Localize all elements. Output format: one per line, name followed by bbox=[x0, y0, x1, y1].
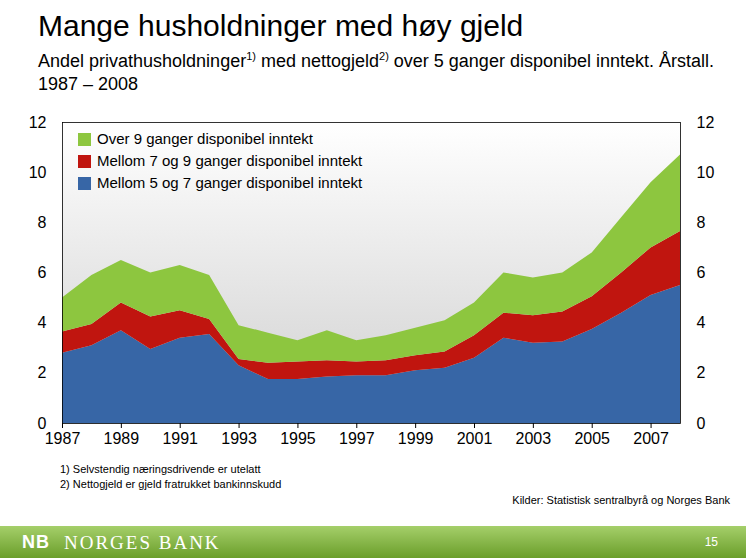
svg-text:1995: 1995 bbox=[280, 430, 316, 447]
svg-text:2001: 2001 bbox=[457, 430, 493, 447]
svg-text:1999: 1999 bbox=[398, 430, 434, 447]
svg-text:8: 8 bbox=[38, 214, 47, 231]
svg-text:12: 12 bbox=[29, 114, 47, 131]
svg-text:1997: 1997 bbox=[339, 430, 375, 447]
svg-text:6: 6 bbox=[38, 264, 47, 281]
html-text:Mellom 5 og 7 ganger disponibe: Mellom 5 og 7 ganger disponibel inntekt bbox=[97, 174, 363, 191]
html-text:NORGES BANK: NORGES BANK bbox=[64, 532, 221, 553]
svg-text:2005: 2005 bbox=[574, 430, 610, 447]
svg-text:6: 6 bbox=[697, 264, 706, 281]
svg-text:0: 0 bbox=[697, 415, 706, 432]
svg-text:4: 4 bbox=[38, 314, 47, 331]
html-text:Mange husholdninger med høy gj: Mange husholdninger med høy gjeld bbox=[38, 9, 524, 42]
svg-text:2007: 2007 bbox=[633, 430, 669, 447]
svg-text:1987: 1987 bbox=[45, 430, 81, 447]
svg-text:2003: 2003 bbox=[516, 430, 552, 447]
html-text:Mellom 7 og 9 ganger disponibe: Mellom 7 og 9 ganger disponibel inntekt bbox=[97, 152, 363, 169]
svg-text:1993: 1993 bbox=[221, 430, 257, 447]
svg-text:2: 2 bbox=[697, 364, 706, 381]
html-text:Over 9 ganger disponibel innte: Over 9 ganger disponibel inntekt bbox=[97, 130, 313, 147]
html-text:1) Selvstendig næringsdrivende: 1) Selvstendig næringsdrivende er utelat… bbox=[60, 463, 261, 475]
svg-text:8: 8 bbox=[697, 214, 706, 231]
svg-text:2: 2 bbox=[38, 364, 47, 381]
svg-text:0: 0 bbox=[37, 414, 47, 432]
svg-text:4: 4 bbox=[697, 314, 706, 331]
svg-text:12: 12 bbox=[697, 114, 715, 131]
svg-text:10: 10 bbox=[697, 164, 715, 181]
svg-text:1991: 1991 bbox=[162, 430, 198, 447]
svg-text:10: 10 bbox=[29, 164, 47, 181]
html-text:Kilder: Statistisk sentralbyrå: Kilder: Statistisk sentralbyrå og Norges… bbox=[512, 494, 730, 506]
html-text:15: 15 bbox=[704, 535, 718, 549]
html-text:Andel privathusholdninger1)med: Andel privathusholdninger1)med nettogjel… bbox=[38, 50, 714, 94]
html-text:NB: NB bbox=[22, 532, 50, 552]
html-text:2) Nettogjeld er gjeld fratruk: 2) Nettogjeld er gjeld fratrukket bankin… bbox=[60, 478, 282, 490]
svg-text:1989: 1989 bbox=[104, 430, 140, 447]
